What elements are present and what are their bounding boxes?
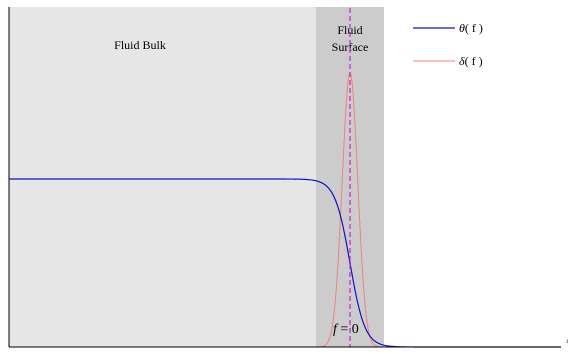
fluid-surface-label-line2: Surface [332, 40, 369, 54]
fluid-bulk-region [9, 7, 316, 347]
legend-theta-label: θ( f ) [459, 21, 483, 35]
x-axis-end-tick-label: 1 [566, 340, 569, 345]
legend: θ( f ) δ( f ) [413, 21, 483, 68]
legend-delta-label: δ( f ) [459, 54, 483, 68]
interface-label: f = 0 [333, 322, 359, 337]
fluid-surface-label-line1: Fluid [337, 23, 362, 37]
fluid-bulk-label: Fluid Bulk [114, 38, 166, 52]
